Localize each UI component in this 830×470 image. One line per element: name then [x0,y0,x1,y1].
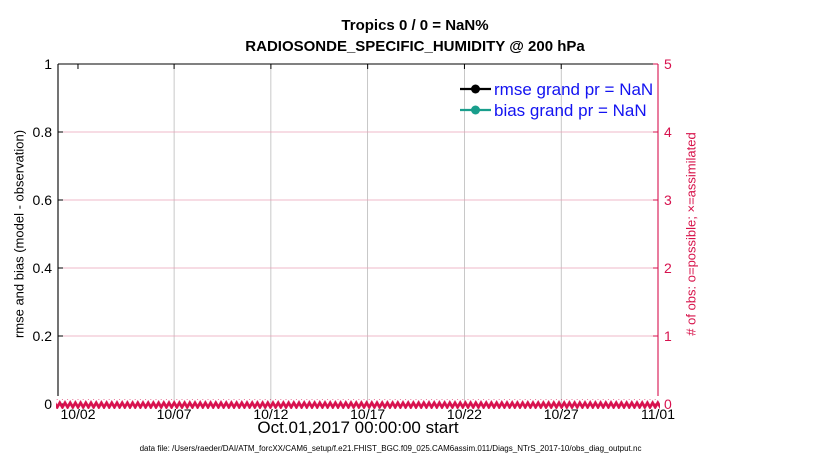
svg-text:5: 5 [664,56,672,72]
svg-text:4: 4 [664,124,672,140]
svg-text:0: 0 [44,396,52,412]
svg-text:1: 1 [664,328,672,344]
svg-text:0.2: 0.2 [33,328,53,344]
svg-text:1: 1 [44,56,52,72]
svg-text:0.8: 0.8 [33,124,53,140]
svg-text:2: 2 [664,260,672,276]
svg-text:0.4: 0.4 [33,260,53,276]
svg-text:rmse grand pr = NaN: rmse grand pr = NaN [494,80,653,99]
svg-text:bias grand pr = NaN: bias grand pr = NaN [494,101,647,120]
svg-text:3: 3 [664,192,672,208]
svg-text:0.6: 0.6 [33,192,53,208]
